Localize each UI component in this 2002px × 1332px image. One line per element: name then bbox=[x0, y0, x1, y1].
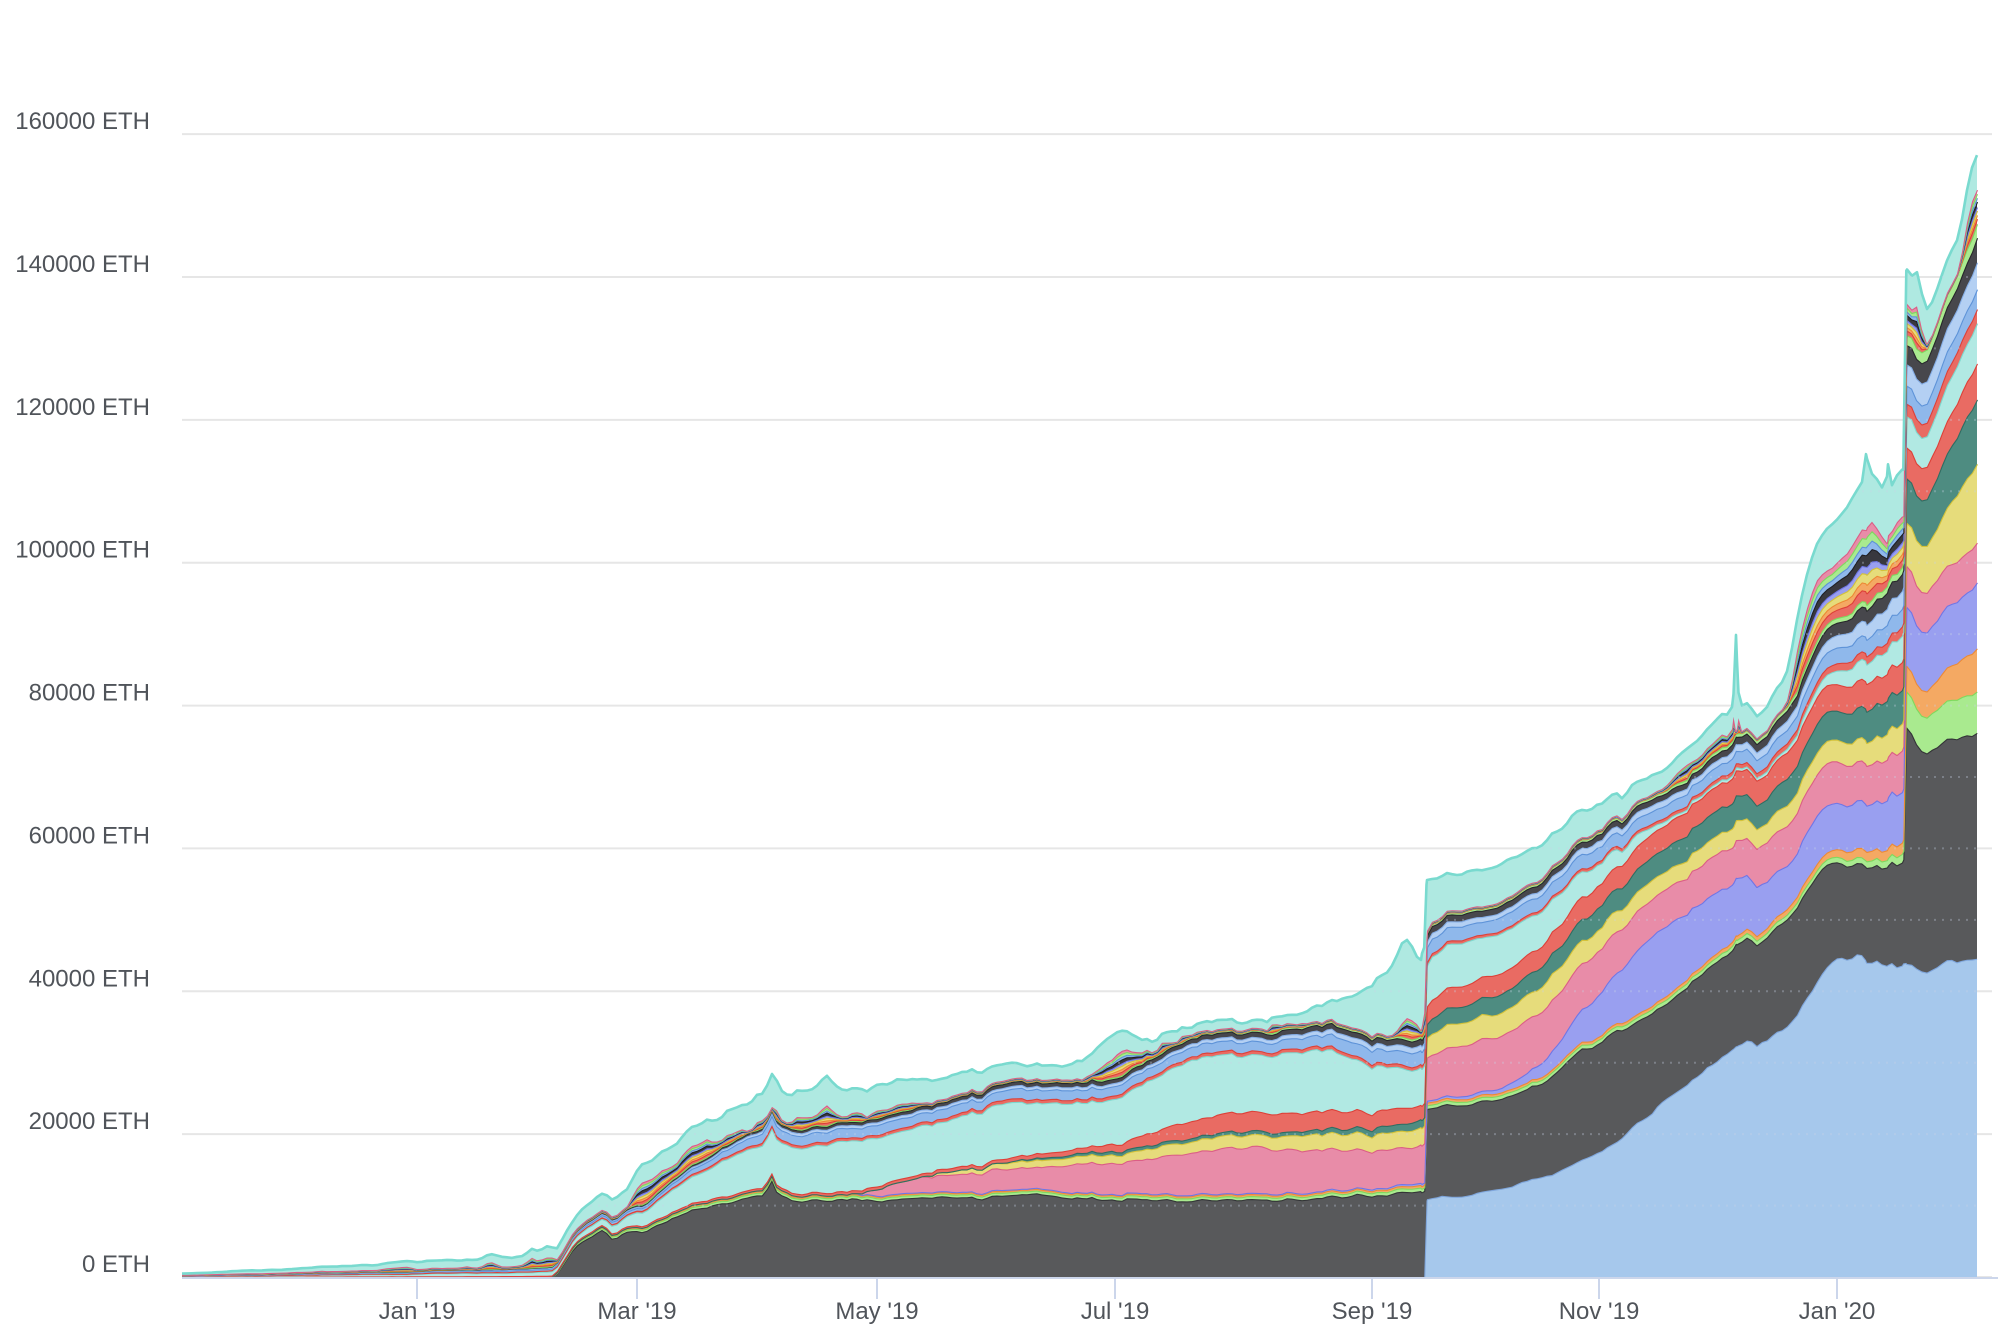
svg-text:40000 ETH: 40000 ETH bbox=[29, 965, 150, 992]
svg-text:Jan '20: Jan '20 bbox=[1799, 1298, 1876, 1325]
svg-text:160000 ETH: 160000 ETH bbox=[15, 108, 150, 135]
svg-text:Jan '19: Jan '19 bbox=[379, 1298, 456, 1325]
svg-text:140000 ETH: 140000 ETH bbox=[15, 251, 150, 278]
svg-text:0 ETH: 0 ETH bbox=[82, 1251, 150, 1278]
svg-text:100000 ETH: 100000 ETH bbox=[15, 537, 150, 564]
svg-text:Nov '19: Nov '19 bbox=[1559, 1298, 1640, 1325]
svg-text:20000 ETH: 20000 ETH bbox=[29, 1108, 150, 1135]
svg-text:80000 ETH: 80000 ETH bbox=[29, 680, 150, 707]
svg-text:Mar '19: Mar '19 bbox=[597, 1298, 676, 1325]
svg-text:60000 ETH: 60000 ETH bbox=[29, 822, 150, 849]
svg-text:Sep '19: Sep '19 bbox=[1332, 1298, 1413, 1325]
svg-text:Jul '19: Jul '19 bbox=[1081, 1298, 1150, 1325]
svg-text:120000 ETH: 120000 ETH bbox=[15, 394, 150, 421]
svg-text:May '19: May '19 bbox=[835, 1298, 918, 1325]
